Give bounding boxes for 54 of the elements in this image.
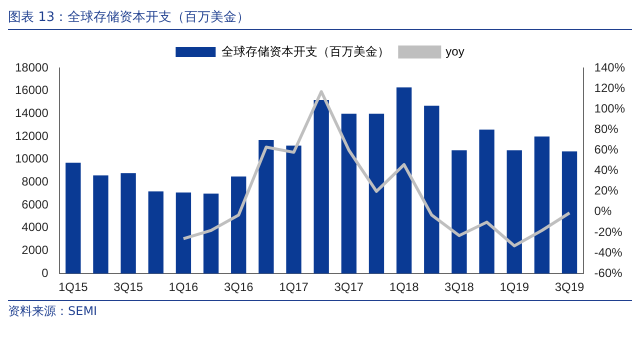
bar — [231, 176, 246, 274]
bar — [562, 151, 578, 274]
y-tick-label: 4000 — [22, 220, 49, 234]
bar — [506, 150, 522, 274]
y2-tick-label: -40% — [594, 245, 623, 260]
x-tick-label: 1Q15 — [58, 280, 88, 294]
bar — [66, 162, 81, 274]
x-tick-label: 1Q18 — [389, 280, 420, 294]
y-tick-label: 8000 — [22, 174, 49, 189]
y2-tick-label: -60% — [594, 266, 623, 280]
y-tick-label: 2000 — [22, 243, 49, 258]
y2-tick-label: 40% — [594, 163, 619, 178]
bar — [258, 140, 274, 274]
y-tick-label: 10000 — [14, 152, 49, 166]
y-tick-label: 0 — [42, 266, 49, 280]
y-tick-label: 16000 — [14, 83, 49, 98]
y2-tick-label: 0% — [594, 204, 612, 218]
y-tick-label: 14000 — [14, 106, 49, 120]
y2-tick-label: 120% — [594, 80, 626, 95]
bar — [176, 192, 192, 274]
y2-tick-label: -20% — [594, 224, 623, 239]
y2-tick-label: 100% — [594, 101, 626, 116]
y-tick-label: 12000 — [14, 128, 49, 143]
bar — [314, 100, 329, 274]
y2-tick-label: 80% — [594, 122, 619, 136]
y2-tick-label: 140% — [594, 60, 626, 74]
y-tick-label: 6000 — [22, 197, 49, 212]
bar — [368, 114, 384, 274]
x-tick-label: 3Q18 — [444, 280, 474, 294]
bar — [120, 173, 136, 274]
x-tick-label: 1Q19 — [500, 280, 530, 294]
y-tick-label: 18000 — [14, 60, 49, 74]
bar — [534, 136, 550, 274]
x-tick-label: 3Q16 — [224, 280, 254, 294]
bar — [479, 130, 494, 274]
bar — [452, 150, 467, 274]
text: 资料来源：SEMI — [8, 303, 632, 320]
legend-label: yoy — [446, 44, 464, 58]
x-tick-label: 1Q16 — [168, 280, 198, 294]
bar — [286, 146, 302, 274]
bar — [148, 191, 164, 274]
bar — [203, 194, 219, 274]
bar — [93, 175, 108, 274]
bar — [424, 106, 440, 274]
bar — [341, 114, 356, 274]
legend-label: 全球存储资本开支（百万美金） — [222, 44, 390, 58]
x-tick-label: 3Q19 — [554, 280, 585, 294]
x-tick-label: 1Q17 — [279, 280, 309, 294]
x-tick-label: 3Q15 — [114, 280, 144, 294]
chart-title: 图表 13：全球存储资本开支（百万美金） — [8, 8, 632, 30]
y2-tick-label: 60% — [594, 142, 619, 157]
y2-tick-label: 20% — [594, 184, 619, 198]
x-tick-label: 3Q17 — [334, 280, 364, 294]
bar — [396, 87, 412, 274]
